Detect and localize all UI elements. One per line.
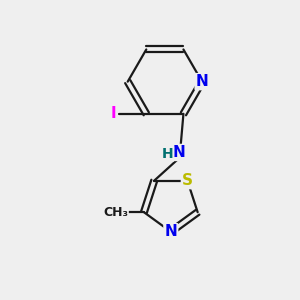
Text: H: H xyxy=(162,147,173,161)
Text: N: N xyxy=(164,224,177,239)
Text: N: N xyxy=(172,145,185,160)
Text: S: S xyxy=(182,173,193,188)
Text: N: N xyxy=(196,74,208,89)
Text: I: I xyxy=(111,106,116,121)
Text: CH₃: CH₃ xyxy=(103,206,128,219)
